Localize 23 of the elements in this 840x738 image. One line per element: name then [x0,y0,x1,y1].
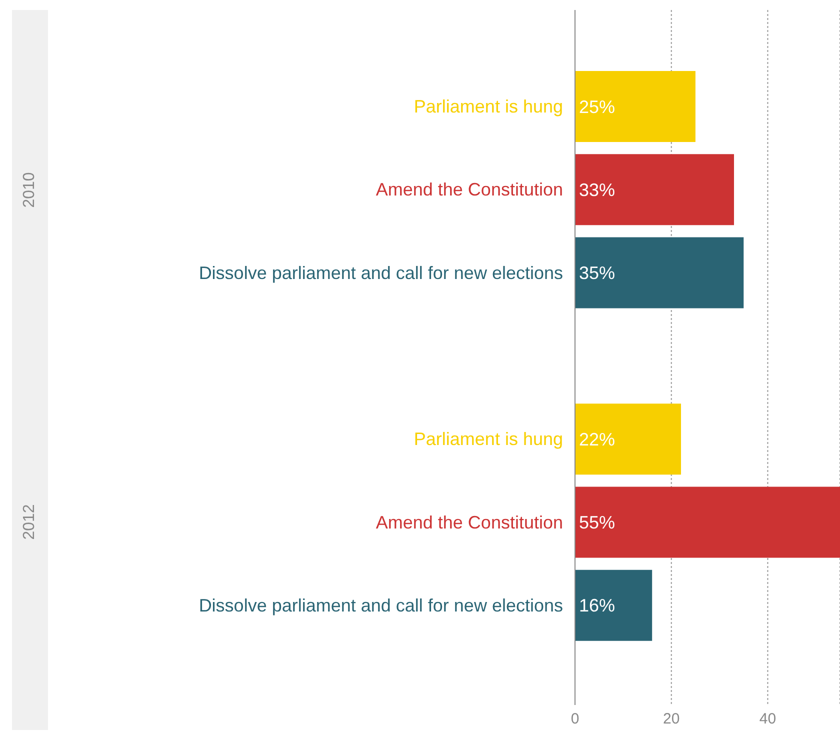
bar [575,237,744,308]
data-label: 25% [579,96,616,117]
y-tick-label: Amend the Constitution [376,180,563,200]
bar [575,404,681,475]
y-tick-label: Parliament is hung [414,429,563,450]
y-tick-label: Amend the Constitution [376,512,563,532]
bar [575,486,840,558]
y-tick-label: Dissolve parliament and call for new elections [198,595,563,616]
data-label: 16% [579,596,616,616]
bar [575,71,696,142]
bar [575,154,734,226]
data-label: 22% [579,429,616,450]
data-label: 55% [579,512,616,533]
y-tick-label: Parliament is hung [414,96,563,117]
x-tick-label: 0 [570,710,580,728]
data-label: 35% [579,263,616,284]
x-tick-label: 20 [663,710,680,728]
text: 2012 [21,504,39,540]
y-tick-label: Dissolve parliament and call for new elections [198,262,563,283]
text: 2010 [21,172,39,208]
data-label: 33% [579,180,616,200]
bar [575,570,652,641]
x-tick-label: 40 [759,710,776,728]
